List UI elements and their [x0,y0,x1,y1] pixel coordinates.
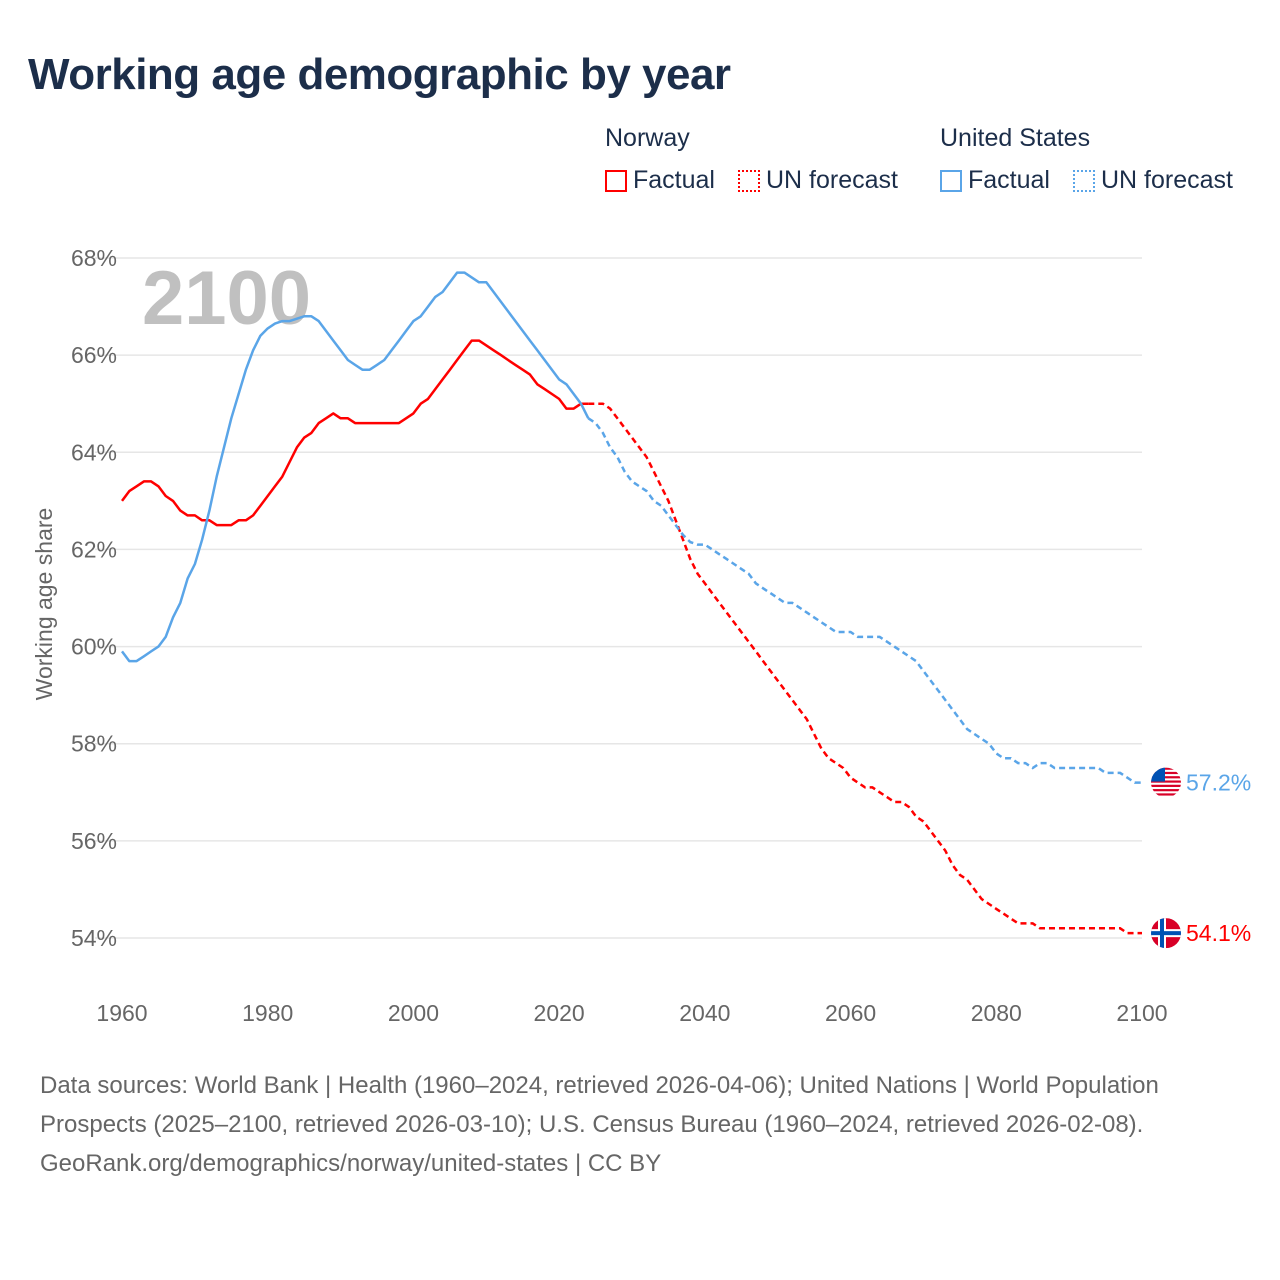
norway-forecast-line [588,402,1142,935]
credit-link[interactable]: GeoRank.org/demographics/norway/united-s… [40,1150,662,1177]
y-tick-label: 58% [71,731,117,757]
norway-end-label: 54.1% [1186,920,1251,946]
us-flag-icon [1151,767,1181,798]
y-tick-label: 60% [71,634,117,660]
x-tick-label: 2100 [1116,1000,1167,1026]
x-tick-label: 2060 [825,1000,876,1026]
y-tick-label: 68% [71,245,117,271]
chart-title: Working age demographic by year [28,50,731,99]
x-tick-label: 2020 [534,1000,585,1026]
y-tick-label: 54% [71,925,117,951]
footer: Data sources: World Bank | Health (1960–… [40,1066,1240,1183]
x-tick-label: 2040 [679,1000,730,1026]
y-tick-label: 66% [71,342,117,368]
united-states-factual-line [121,271,590,663]
y-tick-label: 56% [71,828,117,854]
norway-factual-line [120,339,589,527]
united-states-end-label: 57.2% [1186,770,1251,796]
legend-norway-label: Norway [605,124,690,152]
x-tick-label: 2080 [971,1000,1022,1026]
y-tick-label: 64% [71,439,117,465]
x-tick-label: 1980 [242,1000,293,1026]
legend-label: Factual [633,166,715,194]
legend-swatch-dotted [1073,169,1095,192]
legend-swatch-solid [940,169,962,192]
legend-us-forecast[interactable]: UN forecast [1073,166,1233,195]
united-states-forecast-line [587,417,1142,784]
norway-flag-icon [1151,918,1181,949]
legend-us-factual[interactable]: Factual [940,166,1050,195]
y-tick-label: 62% [71,536,117,562]
x-tick-label: 1960 [96,1000,147,1026]
legend-label: Factual [968,166,1050,194]
legend-us-label: United States [940,124,1091,152]
legend-label: UN forecast [1101,166,1233,194]
legend-label: UN forecast [766,166,898,194]
x-tick-label: 2000 [388,1000,439,1026]
legend-norway-factual[interactable]: Factual [605,166,715,195]
legend-swatch-solid [605,169,627,192]
legend-swatch-dotted [738,169,760,192]
legend-norway-forecast[interactable]: UN forecast [738,166,898,195]
y-axis-label: Working age share [31,508,57,701]
year-watermark: 2100 [142,256,311,341]
data-sources: Data sources: World Bank | Health (1960–… [40,1072,1159,1138]
